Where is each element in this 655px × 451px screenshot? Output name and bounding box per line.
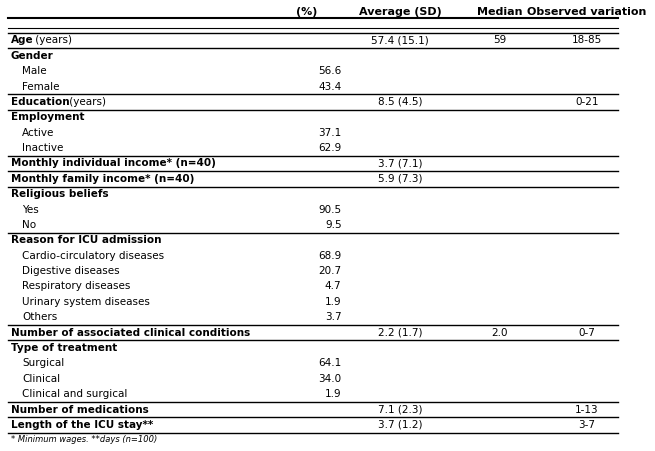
Text: (%): (%) (296, 7, 317, 17)
Text: 59: 59 (493, 36, 506, 46)
Text: Number of associated clinical conditions: Number of associated clinical conditions (10, 327, 250, 338)
Text: 9.5: 9.5 (325, 220, 341, 230)
Text: Yes: Yes (22, 205, 39, 215)
Text: Reason for ICU admission: Reason for ICU admission (10, 235, 161, 245)
Text: Digestive diseases: Digestive diseases (22, 266, 120, 276)
Text: Religious beliefs: Religious beliefs (10, 189, 108, 199)
Text: Median: Median (477, 7, 523, 17)
Text: 1-13: 1-13 (575, 405, 599, 414)
Text: 68.9: 68.9 (318, 251, 341, 261)
Text: Active: Active (22, 128, 54, 138)
Text: 4.7: 4.7 (325, 281, 341, 291)
Text: Gender: Gender (10, 51, 54, 61)
Text: 0-21: 0-21 (575, 97, 599, 107)
Text: 43.4: 43.4 (318, 82, 341, 92)
Text: 3.7 (1.2): 3.7 (1.2) (378, 420, 422, 430)
Text: Monthly family income* (n=40): Monthly family income* (n=40) (10, 174, 194, 184)
Text: 90.5: 90.5 (318, 205, 341, 215)
Text: Inactive: Inactive (22, 143, 64, 153)
Text: Number of medications: Number of medications (10, 405, 149, 414)
Text: Cardio-circulatory diseases: Cardio-circulatory diseases (22, 251, 164, 261)
Text: 34.0: 34.0 (318, 374, 341, 384)
Text: Average (SD): Average (SD) (359, 7, 441, 17)
Text: * Minimum wages. **days (n=100): * Minimum wages. **days (n=100) (10, 435, 157, 444)
Text: Male: Male (22, 66, 47, 76)
Text: 7.1 (2.3): 7.1 (2.3) (378, 405, 422, 414)
Text: Others: Others (22, 312, 57, 322)
Text: 5.9 (7.3): 5.9 (7.3) (378, 174, 422, 184)
Text: 20.7: 20.7 (318, 266, 341, 276)
Text: Clinical and surgical: Clinical and surgical (22, 389, 127, 399)
Text: Employment: Employment (10, 112, 84, 122)
Text: Urinary system diseases: Urinary system diseases (22, 297, 150, 307)
Text: Surgical: Surgical (22, 359, 64, 368)
Text: 57.4 (15.1): 57.4 (15.1) (371, 36, 429, 46)
Text: 3.7: 3.7 (325, 312, 341, 322)
Text: 62.9: 62.9 (318, 143, 341, 153)
Text: 8.5 (4.5): 8.5 (4.5) (378, 97, 422, 107)
Text: 2.0: 2.0 (491, 327, 508, 338)
Text: Monthly individual income* (n=40): Monthly individual income* (n=40) (10, 158, 215, 169)
Text: (years): (years) (32, 36, 72, 46)
Text: Education: Education (10, 97, 69, 107)
Text: Length of the ICU stay**: Length of the ICU stay** (10, 420, 153, 430)
Text: (years): (years) (67, 97, 107, 107)
Text: Age: Age (10, 36, 33, 46)
Text: Type of treatment: Type of treatment (10, 343, 117, 353)
Text: 1.9: 1.9 (325, 389, 341, 399)
Text: 37.1: 37.1 (318, 128, 341, 138)
Text: 2.2 (1.7): 2.2 (1.7) (378, 327, 422, 338)
Text: Female: Female (22, 82, 60, 92)
Text: 3.7 (7.1): 3.7 (7.1) (378, 158, 422, 169)
Text: 3-7: 3-7 (578, 420, 595, 430)
Text: 0-7: 0-7 (578, 327, 595, 338)
Text: Clinical: Clinical (22, 374, 60, 384)
Text: No: No (22, 220, 36, 230)
Text: 1.9: 1.9 (325, 297, 341, 307)
Text: 56.6: 56.6 (318, 66, 341, 76)
Text: Respiratory diseases: Respiratory diseases (22, 281, 130, 291)
Text: 64.1: 64.1 (318, 359, 341, 368)
Text: Observed variation: Observed variation (527, 7, 646, 17)
Text: 18-85: 18-85 (572, 36, 602, 46)
